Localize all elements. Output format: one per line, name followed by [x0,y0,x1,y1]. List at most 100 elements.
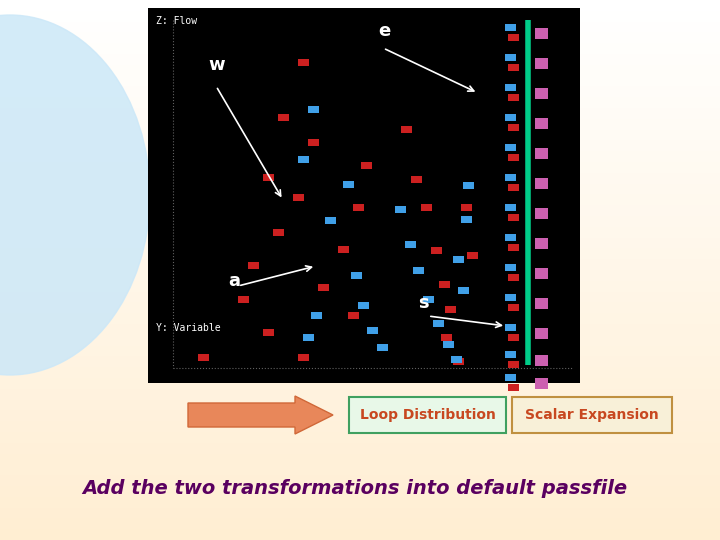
Bar [0,518,720,529]
Bar [458,287,469,294]
Bar [445,306,456,313]
Ellipse shape [0,15,150,375]
Bar [461,204,472,211]
Bar [508,214,519,221]
Bar [0,140,720,151]
Bar [278,114,289,121]
Bar [535,268,548,279]
Bar [443,341,454,348]
Bar [535,148,548,159]
Bar [308,106,319,113]
Bar [0,497,720,508]
Bar [318,284,329,291]
FancyBboxPatch shape [349,397,506,433]
Bar [508,64,519,71]
Bar [508,124,519,131]
Bar [535,208,548,219]
Bar [0,529,720,540]
Bar [535,378,548,389]
Bar [0,346,720,356]
Bar [535,328,548,339]
Bar [0,205,720,216]
Bar [0,259,720,270]
Bar [0,194,720,205]
Bar [325,217,336,224]
Bar [401,126,412,133]
Bar [293,194,304,201]
Bar [351,272,362,279]
Bar [535,355,548,366]
Bar [0,43,720,54]
Bar [467,252,478,259]
Bar [298,156,309,163]
Bar [508,361,519,368]
Bar [0,464,720,475]
FancyArrow shape [188,396,333,434]
Bar [0,130,720,140]
Bar [505,84,516,91]
Bar [535,58,548,69]
Text: Scalar Expansion: Scalar Expansion [525,408,659,422]
Bar [0,22,720,32]
Bar [451,356,462,363]
Bar [461,216,472,223]
Bar [395,206,406,213]
Bar [441,334,452,341]
Bar [508,94,519,101]
Bar [0,86,720,97]
Bar [439,281,450,288]
Bar [505,24,516,31]
Bar [0,454,720,464]
Bar [508,384,519,391]
Text: Y: Variable: Y: Variable [156,323,220,333]
Text: Add the two transformations into default passfile: Add the two transformations into default… [82,478,628,497]
Bar [505,204,516,211]
Bar [505,351,516,358]
Bar [0,54,720,65]
Bar [148,8,580,383]
Bar [338,246,349,253]
Bar [0,151,720,162]
Bar [508,184,519,191]
Bar [0,432,720,443]
Bar [0,356,720,367]
Bar [535,118,548,129]
Bar [508,334,519,341]
Text: s: s [418,294,428,312]
Text: a: a [228,272,240,290]
Bar [508,154,519,161]
Bar [535,28,548,39]
Bar [423,296,434,303]
Bar [0,281,720,292]
Bar [0,302,720,313]
Bar [0,119,720,130]
Bar [273,229,284,236]
Bar [0,108,720,119]
Bar [0,421,720,432]
Bar [0,335,720,346]
Bar [0,378,720,389]
Bar [0,270,720,281]
Text: Z: Flow: Z: Flow [156,16,197,26]
Bar [453,256,464,263]
Bar [0,400,720,410]
Bar [0,227,720,238]
Bar [308,139,319,146]
Bar [0,162,720,173]
Bar [0,76,720,86]
Bar [508,274,519,281]
Bar [298,59,309,66]
Bar [0,486,720,497]
Bar [433,320,444,327]
Bar [358,302,369,309]
Bar [508,304,519,311]
Bar [0,11,720,22]
Bar [505,264,516,271]
Bar [463,182,474,189]
Text: w: w [208,56,225,74]
Bar [508,34,519,41]
Bar [377,344,388,351]
Text: e: e [378,22,390,40]
Bar [0,324,720,335]
Bar [0,367,720,378]
